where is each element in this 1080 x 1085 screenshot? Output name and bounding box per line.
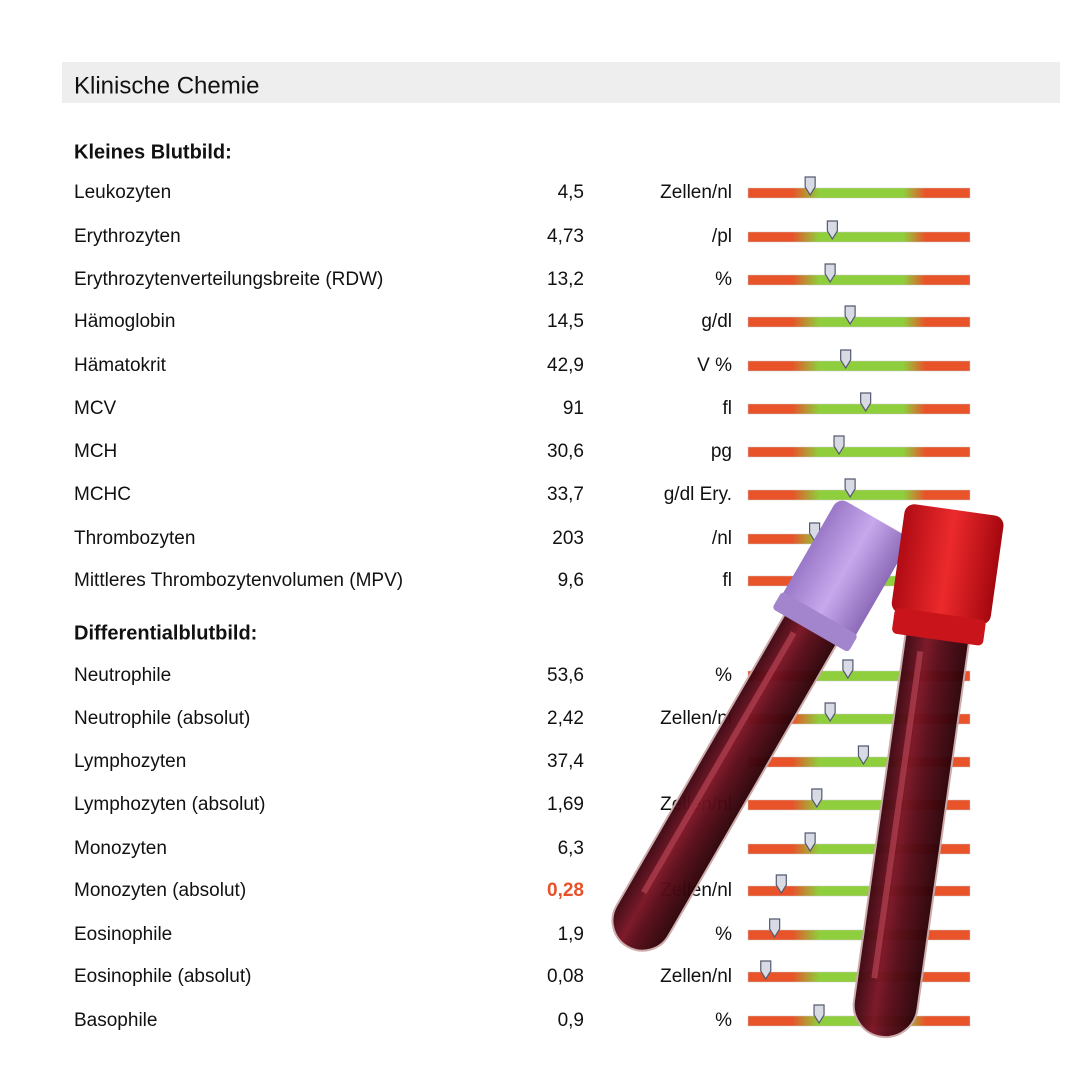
test-unit: % (715, 269, 732, 290)
test-name: Monozyten (absolut) (74, 880, 246, 901)
test-name: Lymphozyten (74, 751, 186, 772)
test-name: Eosinophile (74, 924, 172, 945)
test-value: 42,9 (547, 355, 584, 376)
test-name: Mittleres Thrombozytenvolumen (MPV) (74, 570, 403, 591)
test-value: 14,5 (547, 311, 584, 332)
test-name: Neutrophile (absolut) (74, 708, 250, 729)
range-gauge (747, 929, 971, 941)
test-value: 53,6 (547, 665, 584, 686)
test-name: MCH (74, 441, 117, 462)
test-unit: % (715, 924, 732, 945)
section-heading: Kleines Blutbild: (74, 141, 232, 163)
test-name: Erythrozyten (74, 226, 181, 247)
test-value: 4,73 (547, 226, 584, 247)
test-name: Basophile (74, 1010, 157, 1031)
gauge-marker (840, 349, 852, 370)
range-gauge (747, 274, 971, 286)
test-value: 37,4 (547, 751, 584, 772)
test-unit: fl (723, 570, 733, 591)
gauge-marker (842, 659, 854, 680)
range-gauge (747, 316, 971, 328)
test-name: MCV (74, 398, 117, 419)
test-value: 91 (563, 398, 584, 419)
range-gauge (747, 446, 971, 458)
test-value: 2,42 (547, 708, 584, 729)
gauge-marker (824, 702, 836, 723)
test-name: Hämoglobin (74, 311, 175, 332)
test-name: Lymphozyten (absolut) (74, 794, 266, 815)
test-value: 4,5 (558, 182, 584, 203)
range-gauge (747, 489, 971, 501)
test-value: 1,69 (547, 794, 584, 815)
test-name: MCHC (74, 484, 131, 505)
test-value: 33,7 (547, 484, 584, 505)
test-value: 9,6 (558, 570, 584, 591)
purple-tube (611, 500, 908, 952)
gauge-marker (857, 745, 870, 766)
range-gauge (747, 187, 971, 199)
test-name: Hämatokrit (74, 355, 167, 376)
test-value: 1,9 (558, 924, 584, 945)
test-value: 6,3 (558, 838, 584, 859)
gauge-marker (811, 788, 823, 809)
gauge-marker (860, 392, 872, 413)
test-unit: Zellen/nl (660, 708, 732, 729)
gauge-marker (760, 960, 772, 981)
title-bar (62, 62, 1060, 103)
test-name: Leukozyten (74, 182, 171, 203)
test-unit: Zellen/nl (660, 966, 732, 987)
gauge-marker (769, 918, 781, 939)
test-unit: g/dl (701, 311, 732, 332)
test-unit: Zellen/nl (660, 182, 732, 203)
range-gauge (747, 403, 971, 415)
test-value: 30,6 (547, 441, 584, 462)
range-gauge (747, 231, 971, 243)
range-gauge (747, 843, 971, 855)
gauge-marker (826, 220, 838, 241)
test-unit: % (715, 665, 732, 686)
test-value: 0,28 (547, 880, 584, 901)
gauge-marker (804, 176, 816, 197)
red-tube (852, 504, 1004, 1039)
test-unit: /nl (712, 528, 732, 549)
test-value: 13,2 (547, 269, 584, 290)
test-value: 0,9 (558, 1010, 584, 1031)
test-name: Erythrozytenverteilungsbreite (RDW) (74, 269, 383, 290)
gauge-marker (775, 874, 787, 895)
range-gauge (747, 360, 971, 372)
test-value: 203 (552, 528, 584, 549)
test-unit: % (715, 1010, 732, 1031)
test-name: Monozyten (74, 838, 167, 859)
gauge-marker (804, 832, 816, 853)
range-gauge (747, 799, 971, 811)
rows: Kleines Blutbild: Leukozyten 4,5 Zellen/nl E… (74, 141, 971, 1031)
test-name: Neutrophile (74, 665, 171, 686)
title: Klinische Chemie (74, 72, 259, 99)
gauge-marker (813, 1004, 825, 1025)
gauge-marker (833, 435, 845, 456)
test-name: Thrombozyten (74, 528, 195, 549)
gauge-marker (844, 478, 856, 499)
section-heading: Differentialblutbild: (74, 622, 257, 644)
test-unit: V % (697, 355, 732, 376)
range-gauge (747, 885, 971, 897)
gauge-marker (844, 305, 856, 326)
test-value: 0,08 (547, 966, 584, 987)
gauge-marker (824, 263, 836, 284)
test-unit: pg (711, 441, 732, 462)
test-name: Eosinophile (absolut) (74, 966, 251, 987)
test-unit: /pl (712, 226, 732, 247)
test-unit: g/dl Ery. (664, 484, 732, 505)
test-unit: fl (723, 398, 733, 419)
